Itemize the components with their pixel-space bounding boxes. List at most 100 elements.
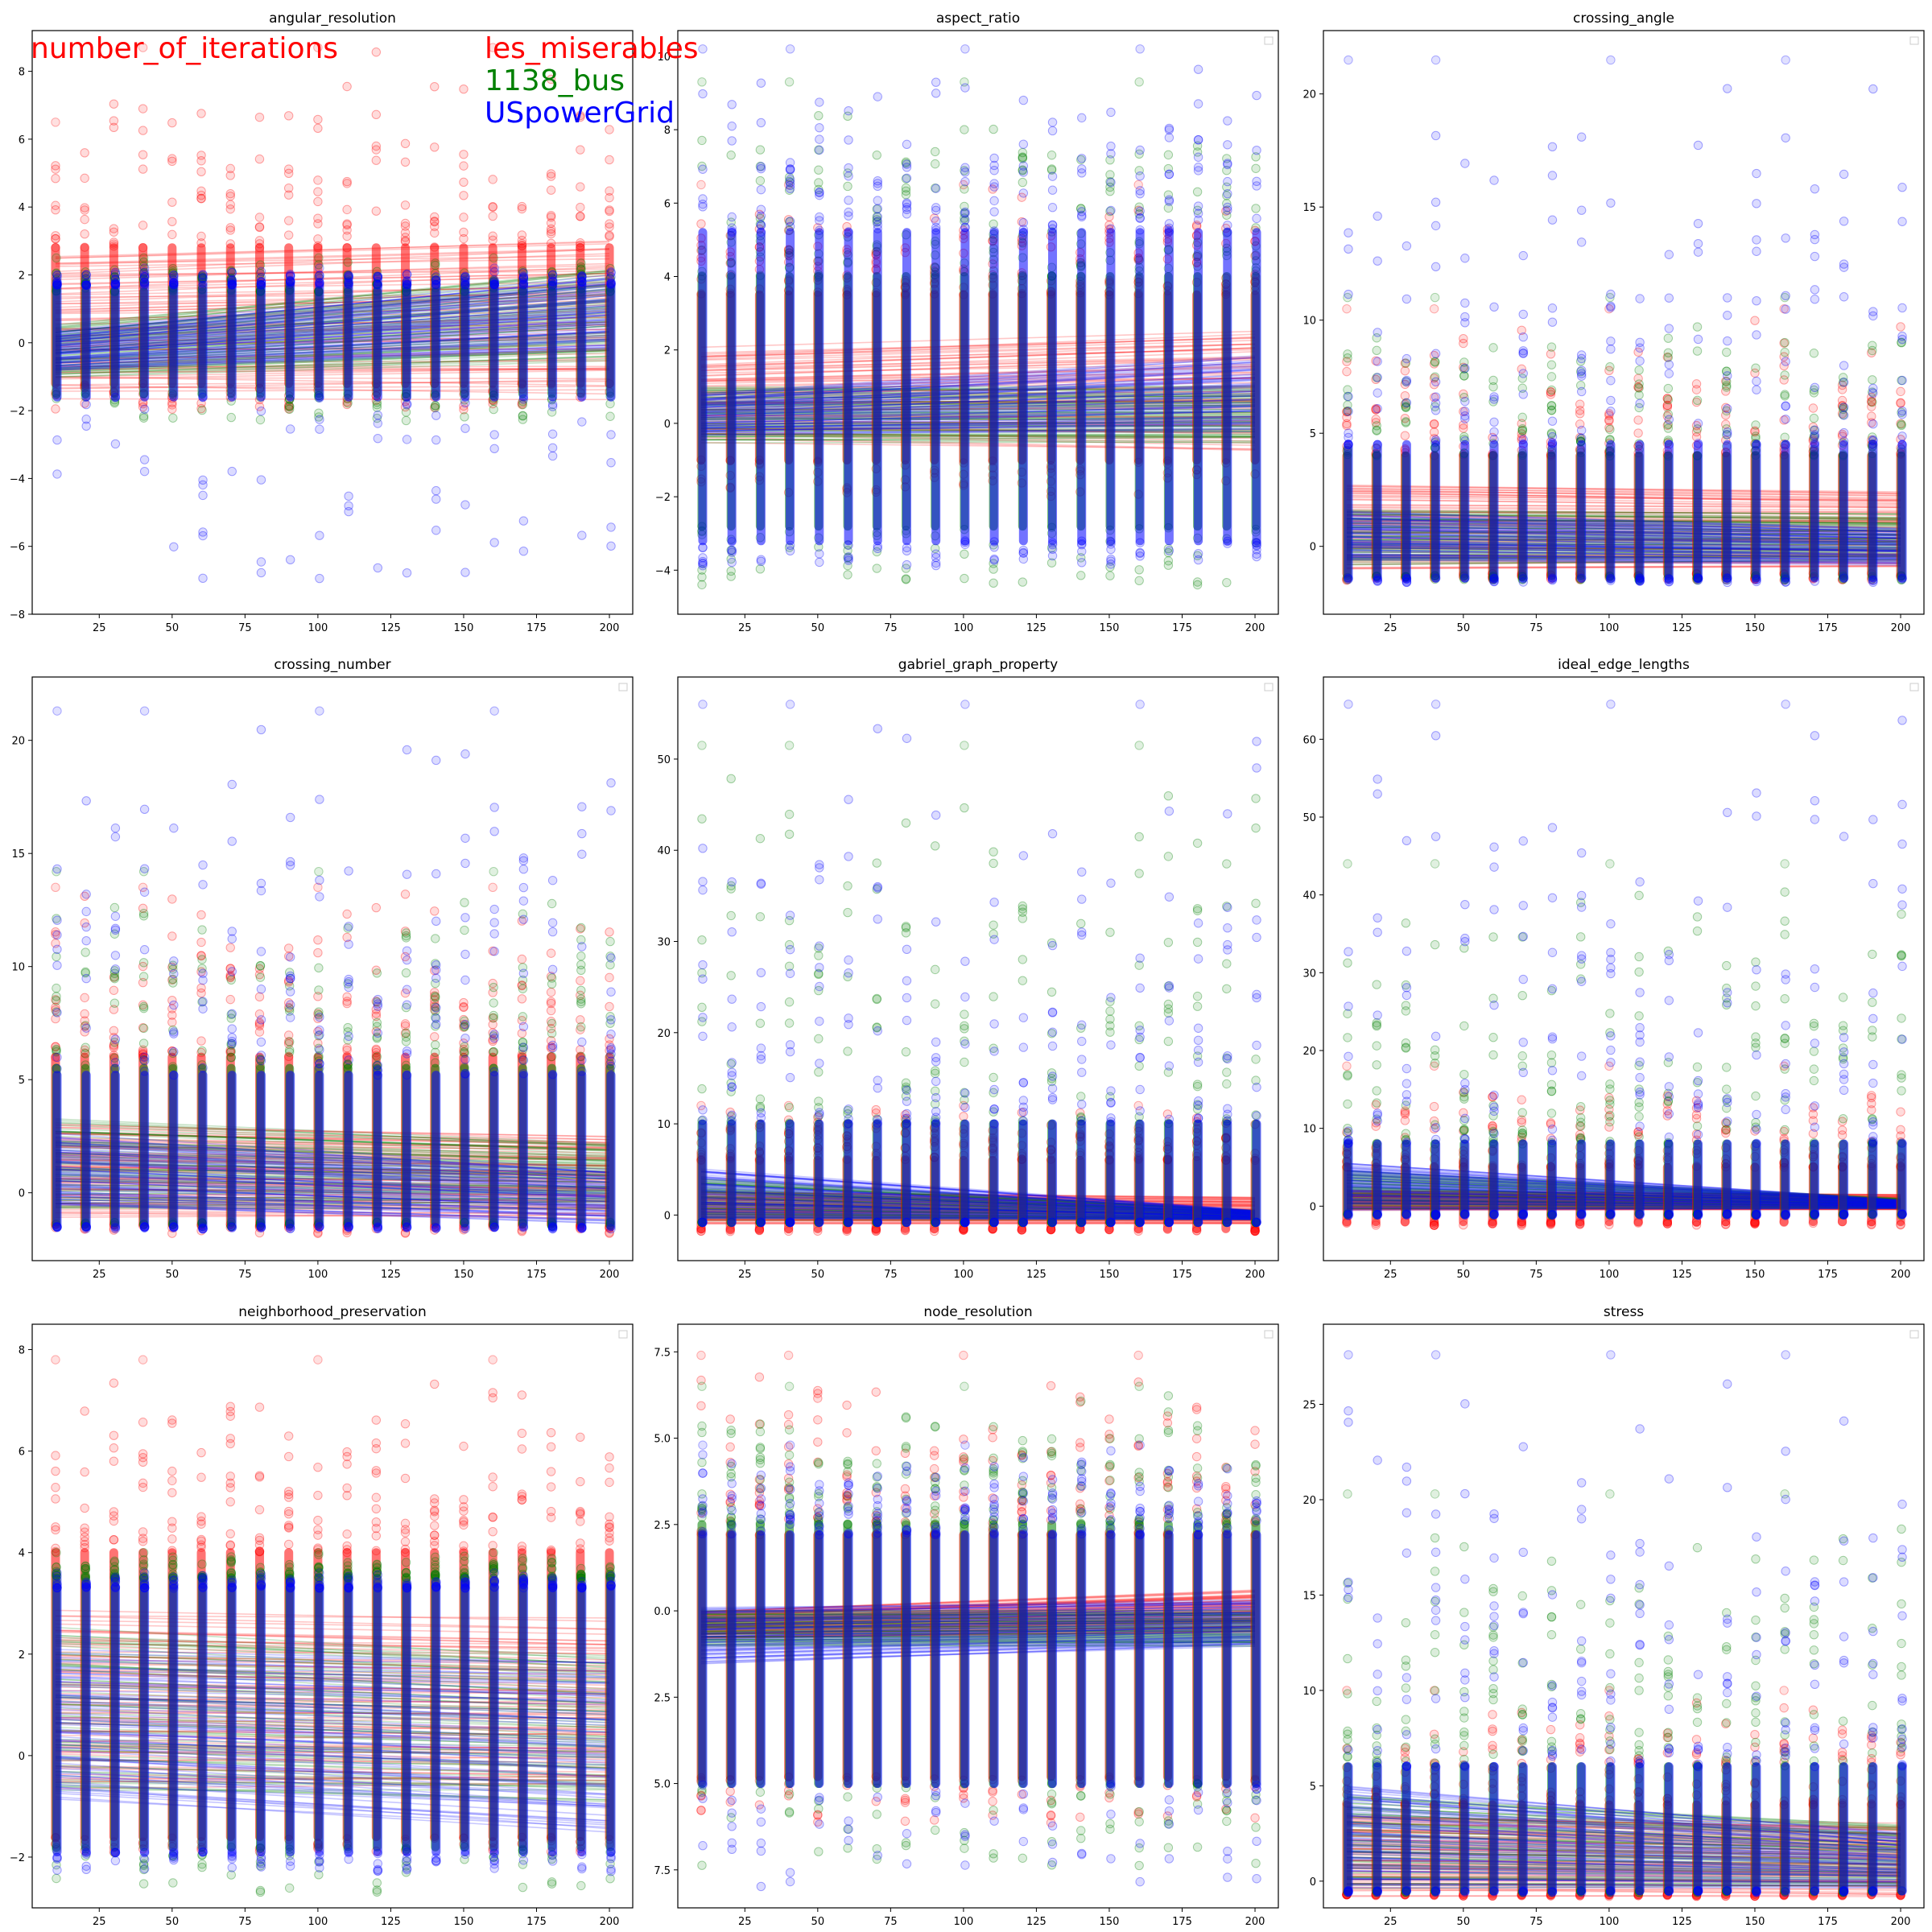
- point-uspowergrid: [606, 430, 616, 440]
- point-uspowergrid: [52, 930, 62, 940]
- point-les-miserables: [546, 74, 556, 85]
- point-uspowergrid: [727, 100, 737, 109]
- x-tick-label: 75: [884, 622, 898, 634]
- point-les-miserables: [517, 201, 527, 212]
- point-les-miserables: [80, 173, 89, 184]
- point-uspowergrid: [756, 878, 766, 888]
- point-1138-bus: [138, 269, 149, 279]
- point-les-miserables: [605, 222, 614, 232]
- point-les-miserables: [196, 151, 206, 160]
- point-les-miserables: [1342, 419, 1352, 429]
- point-uspowergrid: [1606, 574, 1616, 584]
- point-les-miserables: [342, 204, 352, 215]
- point-uspowergrid: [698, 44, 708, 54]
- point-les-miserables: [109, 239, 119, 249]
- point-uspowergrid: [1810, 251, 1820, 262]
- point-1138-bus: [697, 77, 707, 87]
- point-uspowergrid: [52, 469, 62, 479]
- point-uspowergrid: [1664, 293, 1674, 303]
- point-les-miserables: [459, 405, 469, 415]
- y-tick-label: 20: [1302, 89, 1316, 101]
- point-les-miserables: [196, 1036, 206, 1046]
- point-les-miserables: [167, 197, 177, 207]
- point-uspowergrid: [169, 1046, 179, 1057]
- point-uspowergrid: [402, 946, 412, 956]
- point-les-miserables: [576, 112, 585, 122]
- point-les-miserables: [605, 206, 614, 217]
- point-uspowergrid: [198, 1004, 208, 1013]
- point-uspowergrid: [1752, 235, 1761, 245]
- point-les-miserables: [783, 1226, 794, 1236]
- point-uspowergrid: [727, 1217, 737, 1228]
- point-1138-bus: [930, 159, 940, 169]
- point-1138-bus: [547, 1051, 557, 1062]
- point-uspowergrid: [256, 1051, 266, 1060]
- point-uspowergrid: [81, 399, 91, 410]
- point-1138-bus: [1546, 385, 1557, 395]
- point-uspowergrid: [1576, 132, 1587, 142]
- point-1138-bus: [1430, 292, 1440, 303]
- point-uspowergrid: [931, 77, 941, 87]
- point-uspowergrid: [547, 429, 558, 439]
- point-1138-bus: [1105, 170, 1115, 180]
- point-uspowergrid: [373, 563, 383, 573]
- point-1138-bus: [930, 1066, 940, 1075]
- point-1138-bus: [1134, 832, 1144, 842]
- point-les-miserables: [1459, 423, 1468, 433]
- point-uspowergrid: [1547, 431, 1558, 442]
- point-uspowergrid: [460, 1034, 470, 1043]
- y-tick-label: 2: [19, 270, 25, 282]
- point-les-miserables: [80, 214, 89, 225]
- fit-line-les-miserables: [55, 268, 610, 277]
- point-uspowergrid: [1664, 369, 1674, 378]
- point-uspowergrid: [1518, 390, 1528, 399]
- point-les-miserables: [371, 145, 382, 155]
- point-les-miserables: [167, 118, 177, 128]
- point-uspowergrid: [698, 700, 708, 709]
- point-1138-bus: [1251, 204, 1261, 213]
- point-uspowergrid: [315, 1012, 324, 1022]
- point-uspowergrid: [577, 1067, 587, 1076]
- point-uspowergrid: [518, 516, 529, 526]
- point-1138-bus: [168, 413, 178, 423]
- legend-box: [618, 683, 628, 691]
- point-1138-bus: [989, 1072, 998, 1083]
- point-1138-bus: [901, 1046, 911, 1057]
- point-les-miserables: [283, 230, 294, 240]
- point-les-miserables: [283, 168, 294, 178]
- point-1138-bus: [930, 964, 940, 975]
- point-uspowergrid: [902, 159, 912, 169]
- point-les-miserables: [576, 976, 585, 985]
- point-uspowergrid: [81, 280, 91, 290]
- point-uspowergrid: [431, 275, 441, 285]
- point-les-miserables: [576, 242, 585, 253]
- point-uspowergrid: [844, 555, 853, 565]
- point-les-miserables: [605, 972, 614, 983]
- point-1138-bus: [109, 902, 120, 913]
- point-uspowergrid: [989, 179, 999, 188]
- point-les-miserables: [109, 122, 119, 133]
- point-les-miserables: [605, 192, 614, 203]
- point-1138-bus: [1163, 556, 1174, 566]
- point-uspowergrid: [606, 541, 616, 551]
- point-uspowergrid: [1430, 573, 1441, 584]
- point-uspowergrid: [169, 280, 179, 290]
- point-les-miserables: [1575, 406, 1585, 415]
- point-uspowergrid: [489, 918, 499, 927]
- point-uspowergrid: [1223, 202, 1232, 213]
- point-1138-bus: [726, 774, 736, 784]
- y-tick-label: 4: [19, 202, 25, 214]
- point-uspowergrid: [577, 942, 587, 952]
- point-les-miserables: [342, 220, 352, 230]
- point-uspowergrid: [1693, 238, 1703, 249]
- point-1138-bus: [755, 145, 766, 155]
- point-uspowergrid: [547, 1043, 558, 1053]
- point-uspowergrid: [756, 1217, 766, 1228]
- point-les-miserables: [51, 233, 60, 244]
- point-uspowergrid: [1373, 388, 1382, 398]
- point-uspowergrid: [577, 802, 587, 811]
- point-uspowergrid: [844, 227, 853, 237]
- point-1138-bus: [1488, 382, 1498, 392]
- point-les-miserables: [459, 213, 469, 222]
